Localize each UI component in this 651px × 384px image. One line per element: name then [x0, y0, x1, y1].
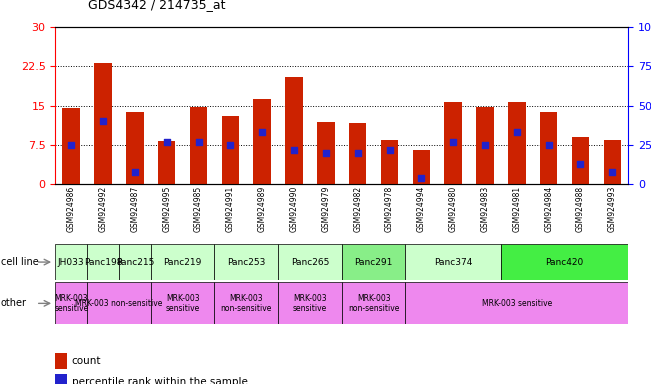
- Bar: [349, 123, 367, 184]
- Bar: [62, 108, 80, 184]
- Bar: [572, 137, 589, 184]
- Text: MRK-003
sensitive: MRK-003 sensitive: [293, 294, 327, 313]
- Point: [512, 129, 522, 136]
- Text: Panc265: Panc265: [291, 258, 329, 266]
- Point: [98, 118, 108, 124]
- Bar: [317, 122, 335, 184]
- Point: [352, 150, 363, 156]
- Point: [575, 161, 586, 167]
- Bar: [285, 77, 303, 184]
- Text: MRK-003
non-sensitive: MRK-003 non-sensitive: [348, 294, 399, 313]
- Bar: [87, 282, 151, 324]
- Bar: [214, 282, 278, 324]
- Bar: [87, 244, 119, 280]
- Point: [607, 169, 618, 175]
- Text: Panc253: Panc253: [227, 258, 266, 266]
- Bar: [94, 63, 112, 184]
- Text: other: other: [1, 298, 27, 308]
- Point: [225, 142, 236, 148]
- Bar: [221, 116, 239, 184]
- Text: Panc215: Panc215: [116, 258, 154, 266]
- Bar: [55, 244, 87, 280]
- Point: [416, 175, 426, 181]
- Text: MRK-003
sensitive: MRK-003 sensitive: [165, 294, 200, 313]
- Point: [257, 129, 268, 136]
- Bar: [406, 282, 628, 324]
- Bar: [190, 107, 207, 184]
- Text: count: count: [72, 356, 101, 366]
- Text: Panc374: Panc374: [434, 258, 473, 266]
- Text: MRK-003
sensitive: MRK-003 sensitive: [54, 294, 89, 313]
- Bar: [342, 282, 406, 324]
- Bar: [55, 282, 87, 324]
- Bar: [477, 107, 493, 184]
- Text: MRK-003 sensitive: MRK-003 sensitive: [482, 299, 552, 308]
- Bar: [445, 102, 462, 184]
- Text: GDS4342 / 214735_at: GDS4342 / 214735_at: [88, 0, 225, 12]
- Text: Panc219: Panc219: [163, 258, 202, 266]
- Point: [544, 142, 554, 148]
- Bar: [342, 244, 406, 280]
- Point: [66, 142, 76, 148]
- Point: [321, 150, 331, 156]
- Bar: [603, 140, 621, 184]
- Bar: [381, 140, 398, 184]
- Bar: [413, 150, 430, 184]
- Bar: [406, 244, 501, 280]
- Text: cell line: cell line: [1, 257, 38, 267]
- Bar: [214, 244, 278, 280]
- Bar: [119, 244, 151, 280]
- Text: Panc291: Panc291: [354, 258, 393, 266]
- Point: [448, 139, 458, 145]
- Text: MRK-003 non-sensitive: MRK-003 non-sensitive: [76, 299, 163, 308]
- Point: [384, 147, 395, 153]
- Text: Panc198: Panc198: [84, 258, 122, 266]
- Text: JH033: JH033: [58, 258, 85, 266]
- Text: percentile rank within the sample: percentile rank within the sample: [72, 377, 247, 384]
- Point: [130, 169, 140, 175]
- Point: [193, 139, 204, 145]
- Text: MRK-003
non-sensitive: MRK-003 non-sensitive: [221, 294, 272, 313]
- Bar: [158, 141, 176, 184]
- Bar: [253, 99, 271, 184]
- Bar: [151, 244, 214, 280]
- Bar: [151, 282, 214, 324]
- Text: Panc420: Panc420: [546, 258, 584, 266]
- Point: [289, 147, 299, 153]
- Bar: [126, 113, 144, 184]
- Bar: [501, 244, 628, 280]
- Bar: [508, 102, 525, 184]
- Bar: [278, 244, 342, 280]
- Point: [480, 142, 490, 148]
- Bar: [540, 113, 557, 184]
- Point: [161, 139, 172, 145]
- Bar: [278, 282, 342, 324]
